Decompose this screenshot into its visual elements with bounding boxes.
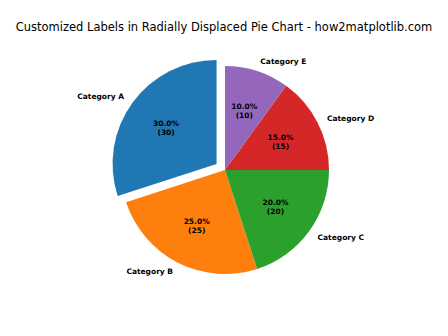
html-text:Customized Labels in Radially: Customized Labels in Radially Displaced … bbox=[15, 20, 433, 34]
svg-text:Category E: Category E bbox=[260, 57, 306, 66]
svg-text:Category B: Category B bbox=[126, 267, 173, 276]
svg-text:Category A: Category A bbox=[77, 92, 124, 101]
svg-text:Category D: Category D bbox=[327, 114, 374, 123]
svg-text:20.0%(20): 20.0%(20) bbox=[262, 198, 289, 216]
svg-text:25.0%(25): 25.0%(25) bbox=[184, 217, 211, 235]
svg-text:10.0%(10): 10.0%(10) bbox=[231, 102, 258, 120]
svg-text:15.0%(15): 15.0%(15) bbox=[268, 133, 295, 151]
svg-text:Category C: Category C bbox=[318, 233, 365, 242]
svg-text:30.0%(30): 30.0%(30) bbox=[153, 118, 180, 136]
